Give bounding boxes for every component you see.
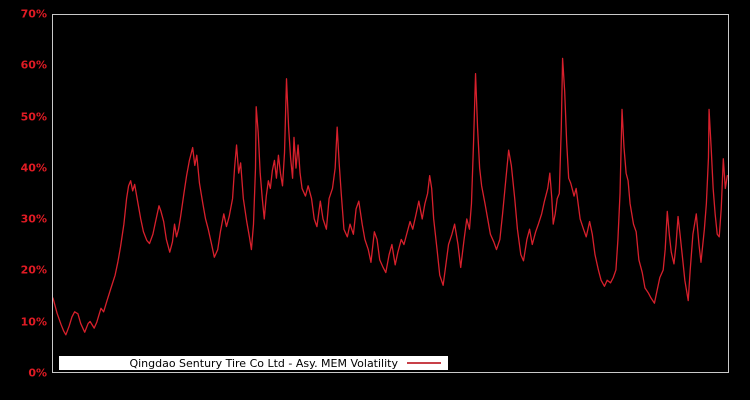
- y-tick-label: 20%: [20, 263, 47, 277]
- y-tick-label: 50%: [20, 110, 47, 124]
- y-tick-label: 0%: [28, 366, 47, 380]
- volatility-line: [53, 57, 728, 336]
- y-tick-label: 30%: [20, 212, 47, 226]
- legend-label: Qingdao Sentury Tire Co Ltd - Asy. MEM V…: [129, 356, 398, 370]
- y-tick-label: 70%: [20, 7, 47, 21]
- legend: Qingdao Sentury Tire Co Ltd - Asy. MEM V…: [59, 356, 448, 370]
- plot-area: [52, 14, 729, 373]
- legend-line-sample: [407, 362, 441, 364]
- y-tick-label: 40%: [20, 161, 47, 175]
- volatility-line-svg: [53, 57, 728, 336]
- y-tick-label: 60%: [20, 58, 47, 72]
- y-tick-label: 10%: [20, 315, 47, 329]
